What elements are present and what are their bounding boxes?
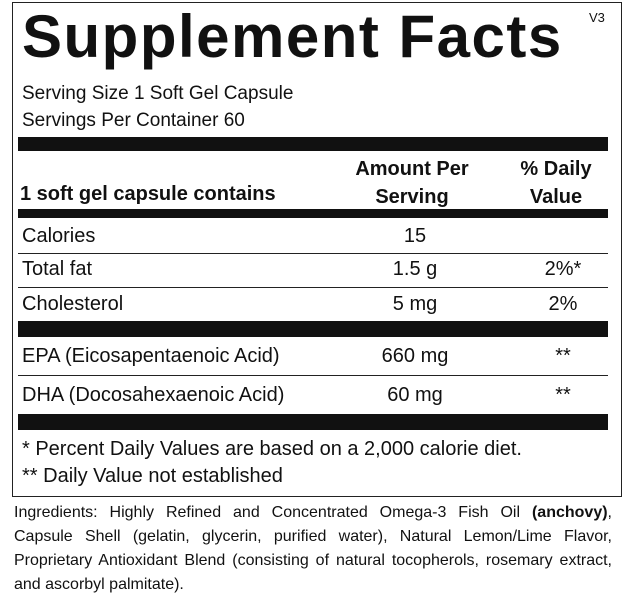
row-divider [18,253,608,254]
rule [18,137,608,151]
nutrient-name: EPA (Eicosapentaenoic Acid) [22,345,280,367]
nutrient-amount: 60 mg [387,384,443,406]
column-header: % Daily Value [520,158,592,208]
ingredients: Ingredients: Highly Refined and Concentr… [14,501,612,597]
ingredients-text: , Capsule Shell (gelatin, glycerin, puri… [14,504,612,593]
nutrient-amount: 660 mg [381,345,449,367]
servings-per-container: Servings Per Container 60 [22,110,245,131]
footnote: ** Daily Value not established [22,465,283,487]
ingredients-text: Ingredients: Highly Refined and Concentr… [14,504,532,521]
serving-size: Serving Size 1 Soft Gel Capsule [22,83,294,104]
rule [18,321,608,337]
title: Supplement Facts [22,3,563,70]
rule [18,414,608,430]
column-header: Amount Per Serving [355,158,469,208]
rule [18,209,608,218]
nutrient-daily-value: ** [555,345,571,367]
label-box [12,2,622,497]
nutrient-daily-value: ** [555,384,571,406]
footnote: * Percent Daily Values are based on a 2,… [22,438,522,460]
row-divider [18,375,608,376]
nutrient-name: Cholesterol [22,293,124,315]
version: V3 [589,10,605,25]
allergen: (anchovy) [531,504,608,521]
nutrient-daily-value: 2%* [544,258,582,280]
column-header: 1 soft gel capsule contains [20,183,276,205]
nutrient-amount: 5 mg [392,293,438,315]
nutrient-name: Total fat [22,258,93,280]
nutrient-amount: 15 [403,225,427,247]
nutrient-name: Calories [22,225,96,247]
nutrient-name: DHA (Docosahexaenoic Acid) [22,384,285,406]
nutrient-daily-value: 2% [548,293,578,315]
nutrient-amount: 1.5 g [392,258,438,280]
row-divider [18,287,608,288]
